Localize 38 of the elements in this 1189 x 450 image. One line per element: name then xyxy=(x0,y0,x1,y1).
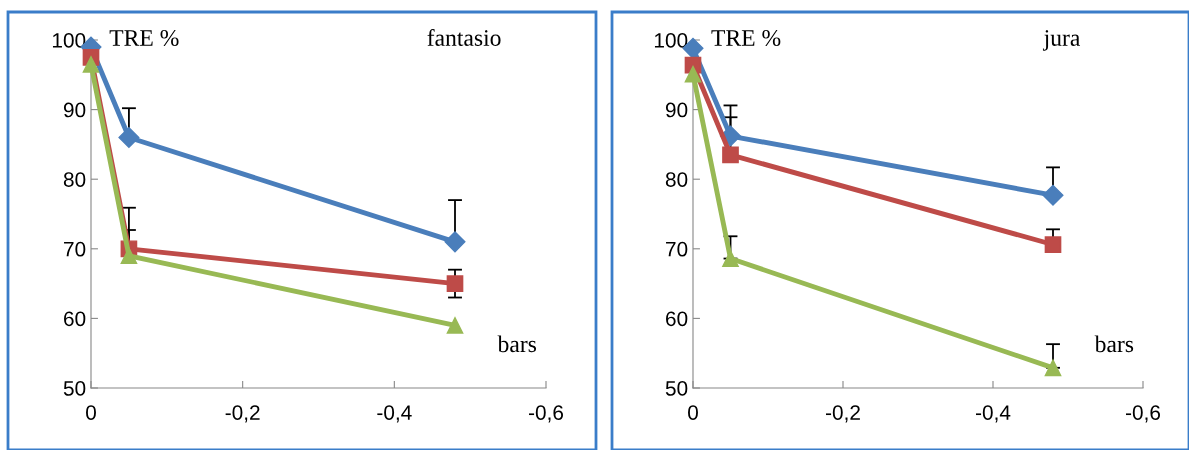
point xyxy=(82,56,100,73)
point xyxy=(446,275,464,292)
y-tick-label: 50 xyxy=(63,381,86,396)
chart-title: jura xyxy=(1042,30,1081,51)
x-axis-title: bars xyxy=(497,335,537,353)
point xyxy=(722,250,739,267)
y-tick-label: 70 xyxy=(666,241,688,257)
y-tick-label: 80 xyxy=(665,172,688,187)
point xyxy=(120,247,138,265)
x-tick-label: -0,6 xyxy=(1125,405,1161,423)
y-axis-title: TRE % xyxy=(711,29,781,46)
point xyxy=(722,146,739,164)
y-tick-label: 50 xyxy=(665,381,688,396)
x-tick-label: 0 xyxy=(86,405,96,420)
point xyxy=(446,317,464,334)
point xyxy=(118,126,140,148)
x-tick-label: -0,2 xyxy=(825,405,860,423)
y-tick-label: 90 xyxy=(63,102,86,118)
x-tick-label: -0,4 xyxy=(975,405,1011,423)
y-tick-label: 60 xyxy=(64,311,86,327)
point xyxy=(684,65,702,83)
point xyxy=(1044,236,1062,253)
chart-title: fantasio xyxy=(427,29,501,46)
y-tick-label: 80 xyxy=(63,172,86,187)
y-tick-label: 90 xyxy=(665,102,688,118)
point xyxy=(1044,359,1062,377)
point xyxy=(444,231,466,253)
y-tick-label: 100 xyxy=(654,33,688,48)
x-axis-title: bars xyxy=(1094,335,1134,353)
x-tick-label: -0,2 xyxy=(225,405,260,423)
y-tick-label: 60 xyxy=(666,311,688,327)
point xyxy=(1042,184,1064,206)
y-tick-label: 100 xyxy=(52,33,86,48)
y-axis-title: TRE % xyxy=(109,29,179,46)
x-tick-label: 0 xyxy=(688,405,698,420)
x-tick-label: -0,6 xyxy=(528,405,564,423)
y-tick-label: 70 xyxy=(64,241,86,257)
x-tick-label: -0,4 xyxy=(377,405,412,423)
